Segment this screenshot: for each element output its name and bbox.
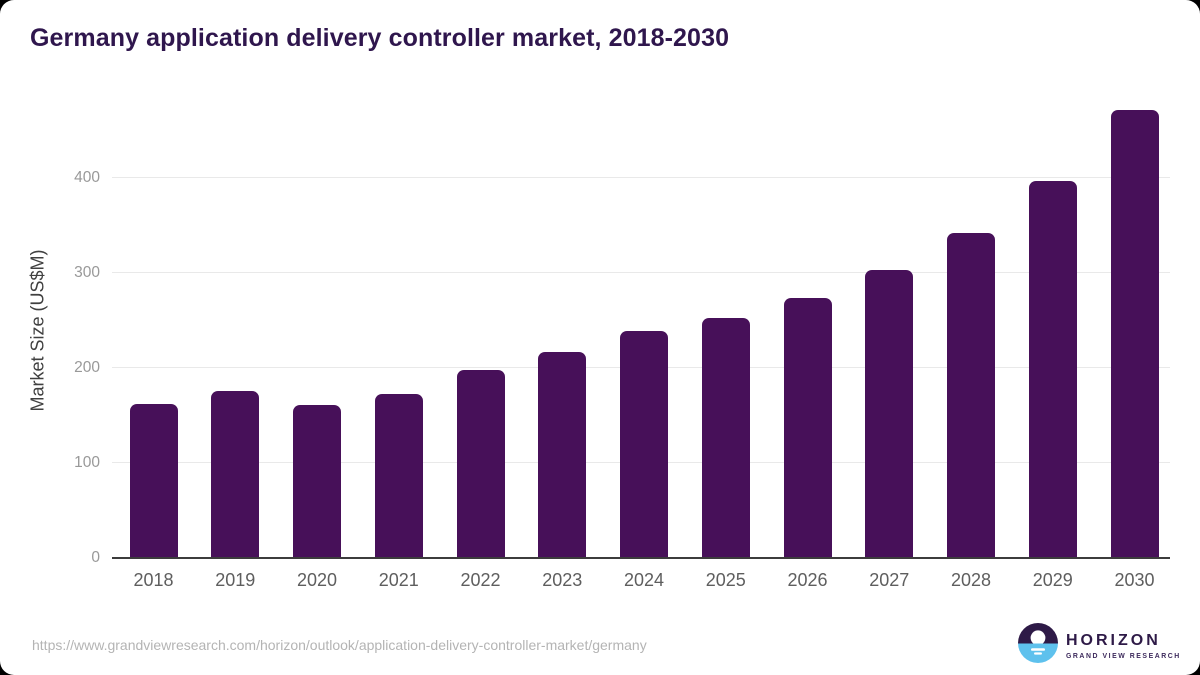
bar-2027	[865, 270, 914, 557]
chart-title: Germany application delivery controller …	[30, 24, 730, 52]
bar-2022	[456, 370, 505, 557]
bar-2030	[1110, 110, 1159, 557]
bar-2026	[783, 298, 832, 557]
x-tick-label-2023: 2023	[542, 570, 583, 590]
bar-2018	[129, 404, 178, 557]
bar-2019	[211, 391, 260, 557]
bar-2023	[538, 352, 587, 557]
gridline-300	[112, 271, 1170, 273]
x-tick-label-2021: 2021	[378, 570, 419, 590]
x-tick-label-2018: 2018	[133, 570, 174, 590]
x-tick-label-2020: 2020	[296, 570, 338, 590]
logo-text: HORIZON GRAND VIEW RESEARCH	[1066, 632, 1181, 660]
x-tick-label-2028: 2028	[950, 570, 992, 590]
gridline-400	[112, 176, 1170, 178]
footer: https://www.grandviewresearch.com/horizo…	[0, 613, 1200, 675]
y-tick-label-200: 200	[74, 358, 100, 376]
source-url: https://www.grandviewresearch.com/horizo…	[32, 637, 647, 653]
bar-2028	[947, 233, 995, 557]
horizon-logo: HORIZON GRAND VIEW RESEARCH	[1018, 623, 1181, 668]
x-axis-line	[112, 557, 1170, 559]
plot-area	[112, 100, 1170, 559]
x-tick-label-2024: 2024	[623, 570, 665, 590]
x-tick-label-2030: 2030	[1114, 570, 1155, 590]
x-tick-label-2029: 2029	[1032, 570, 1073, 590]
y-tick-label-300: 300	[74, 263, 100, 281]
logo-brand: HORIZON	[1066, 631, 1161, 649]
x-tick-label-2022: 2022	[460, 570, 501, 590]
bar-2020	[293, 405, 341, 557]
horizon-sun-icon	[1018, 623, 1058, 668]
logo-sub: GRAND VIEW RESEARCH	[1066, 652, 1181, 660]
bar-2025	[701, 318, 750, 557]
bar-2021	[374, 394, 423, 557]
bar-2024	[620, 331, 668, 557]
x-tick-label-2019: 2019	[215, 570, 256, 590]
y-axis-title: Market Size (US$M)	[27, 249, 48, 412]
y-tick-label-400: 400	[74, 168, 100, 186]
x-tick-label-2027: 2027	[869, 570, 910, 590]
y-tick-label-0: 0	[91, 549, 100, 566]
y-tick-label-100: 100	[74, 453, 100, 471]
x-tick-label-2025: 2025	[705, 570, 746, 590]
x-tick-label-2026: 2026	[787, 570, 828, 590]
bar-2029	[1028, 181, 1077, 557]
